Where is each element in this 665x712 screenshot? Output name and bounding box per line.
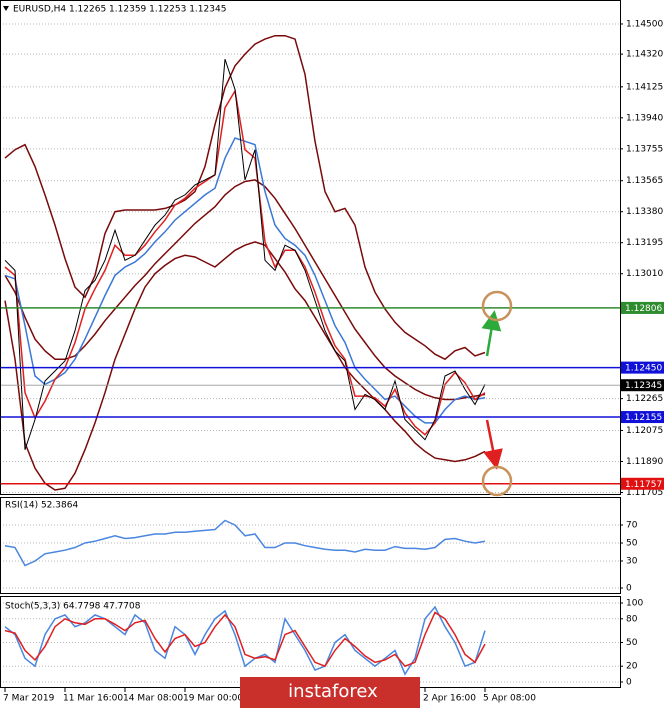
y-tick-label: 1.13755 [626,144,663,154]
y-tick-label: 1.13380 [626,207,663,217]
rsi-frame [0,497,621,594]
y-tick-label: 20 [626,662,638,672]
y-tick-label: 1.13010 [626,269,663,279]
y-tick-label: 100 [626,599,643,609]
y-tick-label: 1.13195 [626,238,663,248]
series-line [4,59,486,450]
target-circle [481,290,513,322]
y-tick-label: 1.12075 [626,426,663,436]
y-tick-label: 1.12265 [626,394,663,404]
level-box [621,477,664,490]
down-arrow [483,419,503,470]
stoch-title: Stoch(5,3,3) 64.7798 47.7708 [5,602,141,612]
y-tick-label: 1.14320 [626,50,663,60]
watermark: instaforex [288,681,378,702]
level-box [621,379,664,392]
title-marker [3,6,9,11]
x-tick-label: 7 Mar 2019 [3,694,55,704]
x-tick-label: 2 Apr 16:00 [423,694,476,704]
y-tick-label: 1.11890 [626,457,663,467]
y-tick-label: 1.14500 [626,19,663,29]
up-arrow [481,310,502,357]
y-tick-label: 70 [626,521,638,531]
x-tick-label: 5 Apr 08:00 [483,694,536,704]
level-label: 1.11757 [625,480,662,490]
series-line [4,179,486,401]
y-tick-label: 50 [626,539,638,549]
level-label: 1.12155 [625,413,662,423]
level-label: 1.12806 [625,304,662,314]
y-tick-label: 1.13565 [626,176,663,186]
y-tick-label: 50 [626,638,638,648]
level-label: 1.12345 [625,381,662,391]
x-tick-label: 11 Mar 16:00 [63,694,123,704]
y-tick-label: 1.14125 [626,82,663,92]
series-line [4,241,486,491]
level-box [621,361,664,374]
x-tick-label: 19 Mar 00:00 [183,694,243,704]
y-tick-label: 30 [626,557,638,567]
series-line [4,605,486,676]
series-line [4,519,486,567]
y-tick-label: 80 [626,614,638,624]
rsi-title: RSI(14) 52.3864 [5,501,78,511]
series-line [4,137,486,424]
y-tick-label: 1.11705 [626,488,663,498]
series-line [4,611,486,668]
watermark-box [240,677,420,708]
level-box [621,301,664,314]
main-frame [0,0,621,495]
y-tick-label: 0 [626,678,632,688]
target-circle [481,465,513,497]
level-label: 1.12450 [625,364,662,374]
plots: 1.14500 1.14320 1.14125 1.13940 1.13755 1.135… [0,19,664,704]
series-line [4,88,486,436]
series-line [4,34,486,361]
x-tick-label: 14 Mar 08:00 [123,694,183,704]
chart-title: EURUSD,H4 1.12265 1.12359 1.12253 1.1234… [13,5,226,15]
level-box [621,411,664,424]
y-tick-label: 0 [626,584,632,594]
y-tick-label: 1.13940 [626,113,663,123]
